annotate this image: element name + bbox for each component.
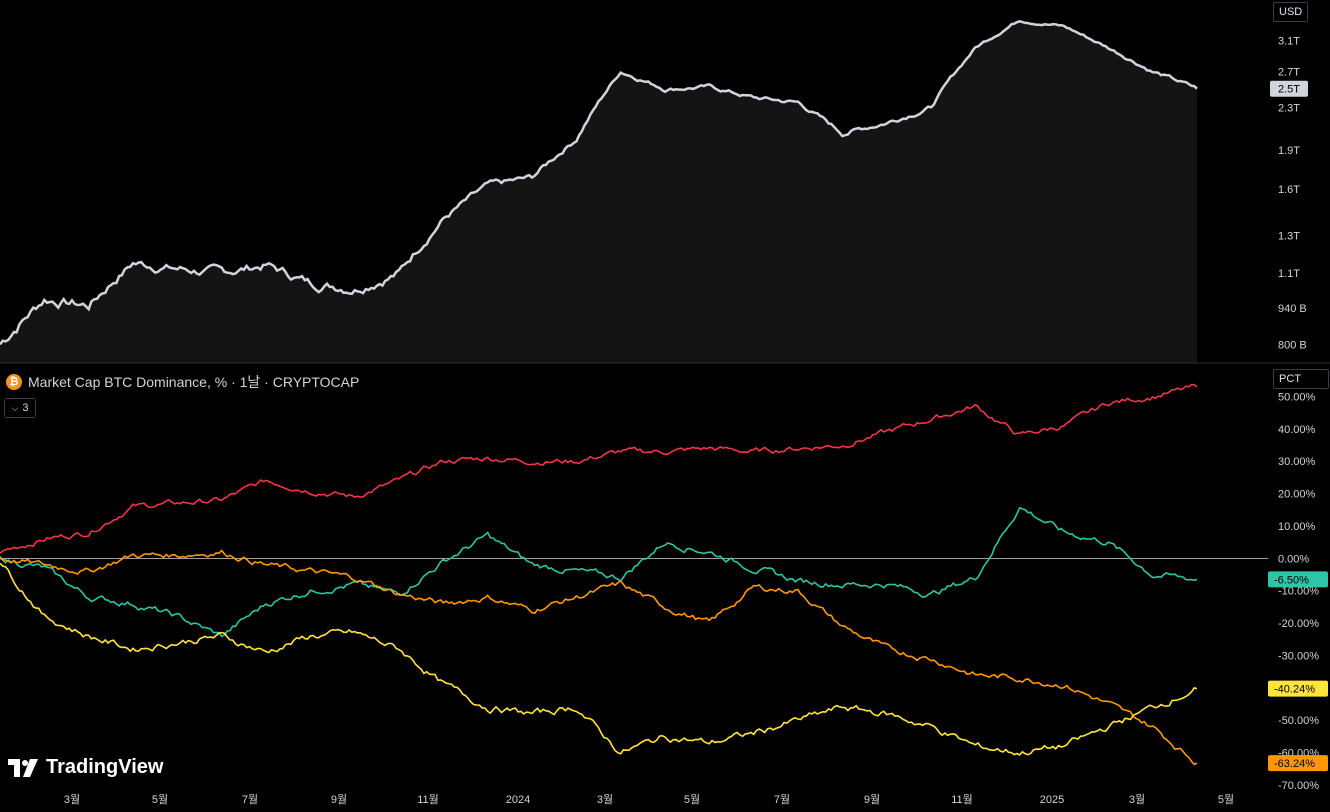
top-y-tick-label: 800 B bbox=[1278, 339, 1307, 351]
x-tick-label: 5월 bbox=[1218, 793, 1234, 806]
value-badge-text: -40.24% bbox=[1274, 684, 1315, 696]
value-badge-text: -6.50% bbox=[1274, 574, 1309, 586]
bottom-y-tick-label: -50.00% bbox=[1278, 715, 1319, 727]
collapse-legend-button[interactable]: ⌵ 3 bbox=[4, 398, 36, 418]
bottom-y-tick-label: 30.00% bbox=[1278, 456, 1316, 468]
current-value-badge bbox=[1270, 80, 1308, 97]
top-y-tick-label: 1.1T bbox=[1278, 268, 1300, 280]
top-y-tick-label: 3.1T bbox=[1278, 35, 1300, 47]
pct-scale-button[interactable]: PCT bbox=[1273, 369, 1329, 389]
value-badge bbox=[1268, 680, 1328, 697]
legend-count: 3 bbox=[22, 402, 29, 414]
dominance-red-line bbox=[0, 383, 1198, 554]
x-tick-label: 7월 bbox=[242, 793, 258, 806]
x-tick-label: 2024 bbox=[506, 794, 530, 806]
bottom-y-tick-label: 0.00% bbox=[1278, 553, 1309, 565]
top-y-tick-label: 2.3T bbox=[1278, 102, 1300, 114]
bottom-y-tick-label: 50.00% bbox=[1278, 392, 1316, 404]
tradingview-logo-icon bbox=[8, 758, 38, 777]
bottom-y-tick-label: 40.00% bbox=[1278, 424, 1316, 436]
market-cap-line bbox=[0, 19, 1198, 346]
top-y-tick-label: 1.9T bbox=[1278, 145, 1300, 157]
bottom-y-tick-label: 10.00% bbox=[1278, 521, 1316, 533]
x-tick-label: 2025 bbox=[1040, 794, 1064, 806]
x-tick-label: 5월 bbox=[152, 793, 168, 806]
x-axis[interactable]: 3월 5월 7월 9월 11월 2024 3월 5월 7월 9월 11월 2025 3월 5월 bbox=[64, 793, 1234, 806]
current-value-text: 2.5T bbox=[1278, 84, 1300, 96]
brand-name: TradingView bbox=[46, 756, 164, 778]
top-y-axis[interactable]: 3.1T 2.7T 2.3T 1.9T 1.6T 1.3T 1.1T 940 B 800 B 2.… bbox=[1270, 35, 1308, 351]
tradingview-logo[interactable]: TradingView bbox=[8, 756, 163, 779]
indicator-legend[interactable]: ₿ Market Cap BTC Dominance, % · 1날 · CRY… bbox=[6, 372, 359, 392]
x-tick-label: 9월 bbox=[864, 793, 880, 806]
bottom-y-axis[interactable]: 50.00% 40.00% 30.00% 20.00% 10.00% 0.00% -10.0… bbox=[1278, 392, 1319, 793]
value-badge bbox=[1268, 571, 1328, 588]
top-y-tick-label: 940 B bbox=[1278, 303, 1307, 315]
x-tick-label: 11월 bbox=[951, 793, 973, 806]
x-tick-label: 3월 bbox=[64, 793, 80, 806]
dominance-yellow-line bbox=[0, 562, 1198, 756]
bottom-y-tick-label: -70.00% bbox=[1278, 780, 1319, 792]
chevron-down-icon: ⌵ bbox=[11, 402, 19, 413]
value-badges: -6.50% -40.24% -63.24% bbox=[1268, 571, 1328, 772]
dominance-teal-line bbox=[0, 506, 1198, 638]
top-y-tick-label: 2.7T bbox=[1278, 66, 1300, 78]
dominance-lines bbox=[0, 383, 1198, 766]
value-badge bbox=[1268, 755, 1328, 772]
top-y-tick-label: 1.6T bbox=[1278, 184, 1300, 196]
dominance-orange-line bbox=[0, 549, 1198, 766]
usd-scale-button[interactable]: USD bbox=[1273, 2, 1309, 22]
x-tick-label: 9월 bbox=[331, 793, 347, 806]
x-tick-label: 11월 bbox=[417, 793, 439, 806]
x-tick-label: 3월 bbox=[1129, 793, 1145, 806]
top-y-tick-label: 1.3T bbox=[1278, 230, 1300, 242]
bitcoin-icon: ₿ bbox=[6, 374, 22, 390]
bottom-y-tick-label: 20.00% bbox=[1278, 489, 1316, 501]
bottom-y-tick-label: -10.00% bbox=[1278, 586, 1319, 598]
x-tick-label: 7월 bbox=[774, 793, 790, 806]
x-tick-label: 3월 bbox=[597, 793, 613, 806]
market-cap-area-fill bbox=[0, 21, 1197, 364]
bottom-y-tick-label: -30.00% bbox=[1278, 651, 1319, 663]
total-market-cap-area bbox=[0, 19, 1198, 364]
value-badge-text: -63.24% bbox=[1274, 758, 1315, 770]
x-tick-label: 5월 bbox=[684, 793, 700, 806]
legend-title: Market Cap BTC Dominance, % · 1날 · CRYPT… bbox=[28, 374, 360, 390]
bottom-y-tick-label: -20.00% bbox=[1278, 618, 1319, 630]
